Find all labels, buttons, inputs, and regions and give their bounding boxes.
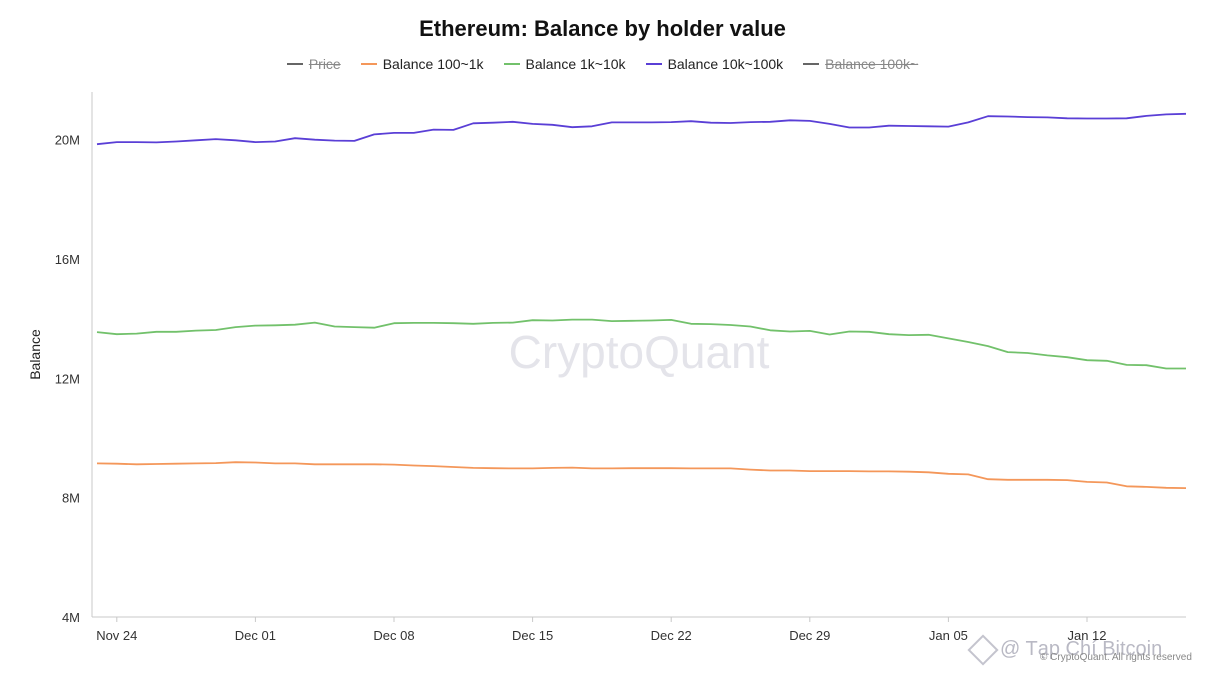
x-tick-label: Dec 01 — [235, 628, 276, 643]
legend-item-price[interactable]: Price — [286, 56, 341, 72]
legend-label-price: Price — [308, 56, 341, 72]
y-tick-label: 20M — [55, 133, 80, 148]
legend-label-balance-100k-plus: Balance 100k~ — [825, 56, 919, 72]
y-tick-label: 8M — [62, 491, 80, 506]
series-line-balance-100-1k[interactable] — [96, 461, 1187, 489]
chart-axes: 4M 8M 12M 16M 20M Nov 24 Dec 01 Dec 08 Dec 15 Dec… — [55, 92, 1186, 643]
brand-overlay: @ Tạp Chí Bitcoin — [967, 633, 1163, 666]
y-tick-label: 4M — [62, 610, 80, 625]
chart-title: Ethereum: Balance by holder value — [419, 16, 786, 41]
x-tick-label: Jan 12 — [1067, 628, 1106, 643]
series-line-balance-10k-100k[interactable] — [96, 112, 1187, 146]
legend-swatch-balance-100-1k — [360, 63, 377, 65]
legend-item-balance-100k-plus[interactable]: Balance 100k~ — [803, 56, 918, 72]
legend-item-balance-1k-10k[interactable]: Balance 1k~10k — [503, 56, 626, 72]
legend-label-balance-100-1k: Balance 100~1k — [382, 56, 484, 72]
x-tick-label: Dec 08 — [373, 628, 414, 643]
legend-label-balance-10k-100k: Balance 10k~100k — [667, 56, 784, 72]
x-tick-label: Nov 24 — [96, 628, 137, 643]
brand-overlay-text: @ Tạp Chí Bitcoin — [1000, 638, 1163, 660]
legend-swatch-balance-10k-100k — [645, 63, 662, 65]
chart-legend: Price Balance 100~1k Balance 1k~10k Bala… — [0, 56, 1205, 72]
chart-watermark: CryptoQuant — [509, 326, 770, 378]
y-tick-label: 16M — [55, 252, 80, 267]
x-tick-label: Jan 05 — [929, 628, 968, 643]
diamond-logo-icon — [967, 633, 999, 666]
legend-item-balance-10k-100k[interactable]: Balance 10k~100k — [645, 56, 784, 72]
x-tick-label: Dec 22 — [651, 628, 692, 643]
legend-swatch-balance-1k-10k — [503, 63, 520, 65]
legend-swatch-price — [286, 63, 303, 65]
x-tick-label: Dec 29 — [789, 628, 830, 643]
series-line-balance-1k-10k[interactable] — [96, 318, 1186, 370]
legend-swatch-balance-100k-plus — [803, 63, 820, 65]
x-tick-label: Dec 15 — [512, 628, 553, 643]
y-axis-label: Balance — [27, 329, 43, 380]
chart-lines — [96, 112, 1187, 489]
legend-item-balance-100-1k[interactable]: Balance 100~1k — [360, 56, 484, 72]
y-tick-label: 12M — [55, 371, 80, 386]
legend-label-balance-1k-10k: Balance 1k~10k — [525, 56, 626, 72]
copyright-text: © CryptoQuant. All rights reserved — [1040, 652, 1192, 663]
